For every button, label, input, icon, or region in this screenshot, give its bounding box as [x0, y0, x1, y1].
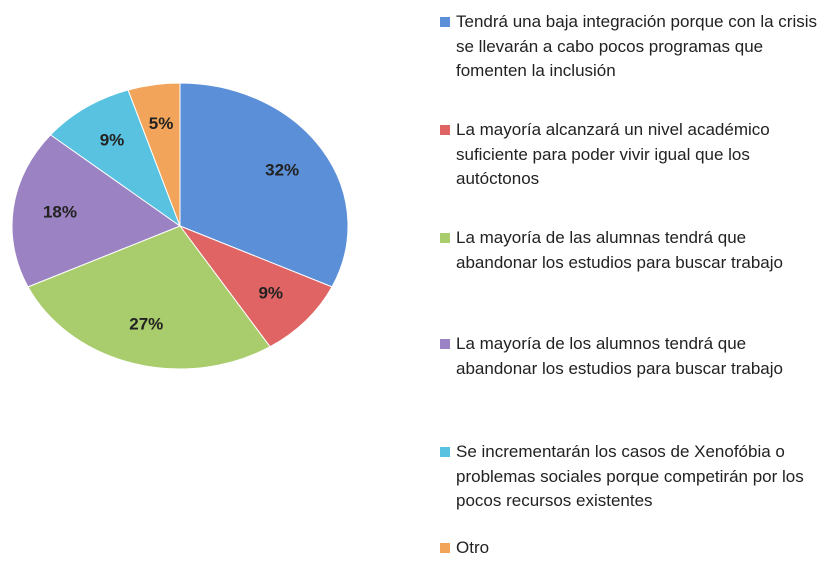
legend-item: Tendrá una baja integración porque con l…: [440, 10, 825, 84]
legend-item: La mayoría alcanzará un nivel académico …: [440, 118, 825, 192]
pie-slice: [49, 89, 182, 228]
legend-label: Se incrementarán los casos de Xenofóbia …: [456, 442, 804, 510]
legend-label: La mayoría alcanzará un nivel académico …: [456, 120, 770, 188]
data-label: 27%: [129, 314, 163, 333]
legend-swatch: [440, 339, 450, 349]
legend-label: La mayoría de las alumnas tendrá que aba…: [456, 228, 783, 272]
pie-slice: [178, 224, 333, 348]
legend-item: Se incrementarán los casos de Xenofóbia …: [440, 440, 825, 514]
legend-item: Otro: [440, 536, 825, 561]
data-label: 5%: [149, 114, 174, 133]
legend-label: Tendrá una baja integración porque con l…: [456, 12, 818, 80]
pie-slice: [127, 82, 181, 227]
pie-slice: [27, 225, 271, 370]
legend-swatch: [440, 447, 450, 457]
legend-swatch: [440, 125, 450, 135]
pie-chart: 32% 9% 27% 18% 9% 5%: [11, 82, 349, 370]
data-label: 9%: [100, 130, 125, 149]
pie-slice: [11, 134, 182, 288]
legend-label: Otro: [456, 538, 490, 557]
legend-swatch: [440, 17, 450, 27]
legend-swatch: [440, 543, 450, 553]
legend-swatch: [440, 233, 450, 243]
data-label: 18%: [43, 203, 77, 222]
data-label: 9%: [258, 284, 283, 303]
legend-label: La mayoría de los alumnos tendrá que aba…: [456, 334, 783, 378]
pie-slice: [179, 82, 349, 288]
legend-item: La mayoría de los alumnos tendrá que aba…: [440, 332, 825, 381]
data-label: 32%: [265, 160, 299, 179]
legend-item: La mayoría de las alumnas tendrá que aba…: [440, 226, 825, 275]
